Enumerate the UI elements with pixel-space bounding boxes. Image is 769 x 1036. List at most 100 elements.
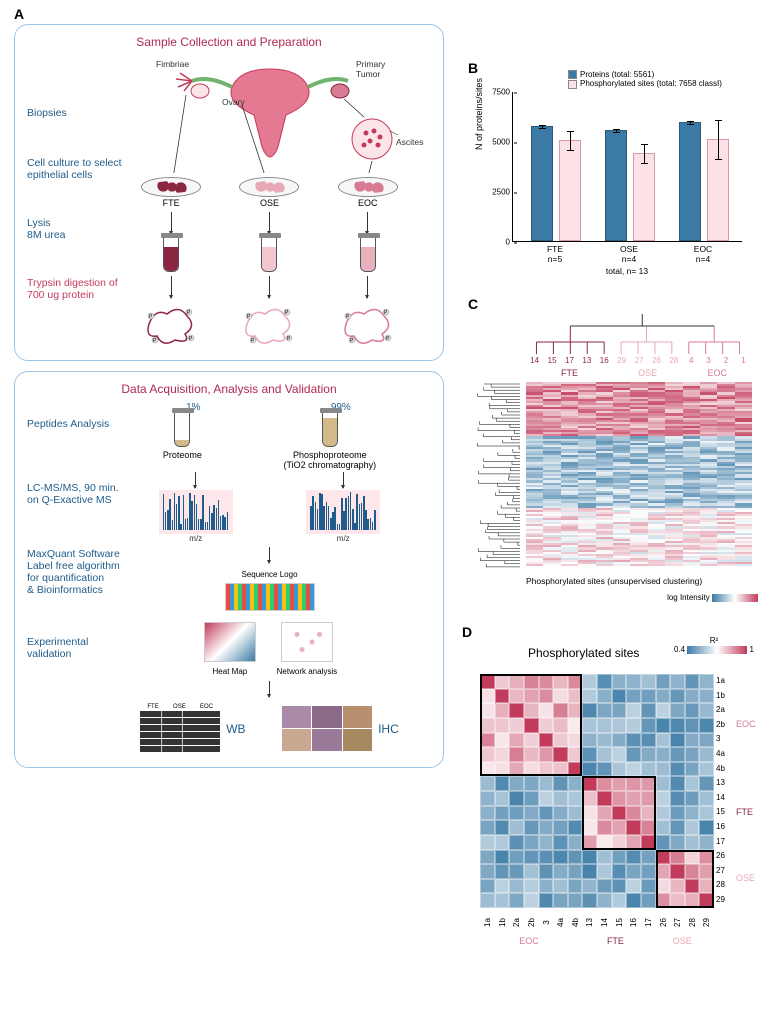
dendrogram-left	[472, 382, 522, 572]
legend-label: Proteins (total: 5561)	[580, 70, 654, 79]
tube-phospho	[322, 413, 338, 447]
label-ovary: Ovary	[222, 97, 245, 107]
heatmap-icon	[204, 622, 256, 662]
dish-label: EOC	[338, 198, 398, 208]
caption-c: Phosphorylated sites (unsupervised clust…	[526, 576, 702, 586]
blob-row: PPPPPPPPPPPP	[122, 302, 417, 346]
dish-label: OSE	[239, 198, 299, 208]
box1-title: Sample Collection and Preparation	[27, 35, 431, 49]
step-validation: Experimental validation	[27, 636, 122, 660]
box1-steps: Biopsies Cell culture to select epitheli…	[27, 55, 122, 346]
arrow-icon	[367, 276, 368, 298]
bar-proteins	[605, 130, 627, 241]
title-d: Phosphorylated sites	[528, 646, 639, 660]
bioinf-group: Sequence Logo Heat Map Network analysis	[122, 570, 417, 677]
protein-blob-icon: PPPP	[141, 302, 201, 346]
sample-labels-c: 1415171316292726284321	[526, 356, 752, 365]
seq-logo-label: Sequence Logo	[122, 570, 417, 579]
step-lysis: Lysis 8M urea	[27, 217, 122, 241]
petri-dish-icon	[338, 177, 398, 197]
panel-label-a: A	[14, 6, 24, 22]
tube-row	[122, 238, 417, 272]
chart-b-area: 0250050007500 FTEn=5 OSEn=4 EOCn=4	[512, 92, 742, 242]
bar-proteins	[679, 122, 701, 241]
group-labels-c: FTEOSEEOC	[526, 368, 752, 378]
dish-row: FTE OSE EOC	[122, 177, 417, 208]
step-maxquant: MaxQuant Software Label free algorithm f…	[27, 548, 122, 596]
total-label: total, n= 13	[512, 266, 742, 276]
box-sample-prep: Sample Collection and Preparation Biopsi…	[14, 24, 444, 361]
xlabel: FTEn=5	[525, 244, 585, 264]
step-trypsin: Trypsin digestion of 700 ug protein	[27, 277, 122, 301]
label-ascites: Ascites	[396, 137, 423, 147]
ylabel-b: N of proteins/sites	[474, 78, 484, 150]
label-primary-tumor: Primary Tumor	[356, 59, 406, 79]
network-label: Network analysis	[277, 667, 337, 676]
arrow-icon	[171, 212, 172, 234]
step-cellculture: Cell culture to select epithelial cells	[27, 157, 122, 181]
dish-label: FTE	[141, 198, 201, 208]
petri-dish-icon	[141, 177, 201, 197]
d-bottom-labels: 1a1b2a2b34a4b131415161726272829	[480, 910, 714, 919]
arrow-icon	[269, 212, 270, 234]
bar-phospho	[633, 153, 655, 241]
legend-label: Phosphorylated sites (total: 7658 classI…	[580, 79, 722, 88]
arrow-icon	[343, 472, 344, 488]
mz-label: m/z	[306, 534, 380, 543]
phospho-label: Phosphoproteome (TiO2 chromatography)	[283, 450, 376, 470]
r2-min: 0.4	[674, 645, 685, 654]
tube-icon	[163, 238, 179, 272]
bar-phospho	[559, 140, 581, 241]
arrow-icon	[171, 276, 172, 298]
gradient-icon	[712, 594, 758, 602]
msplot	[306, 490, 380, 534]
mz-label: m/z	[159, 534, 233, 543]
arrow-icon	[269, 276, 270, 298]
box-data-acq: Data Acquisition, Analysis and Validatio…	[14, 371, 444, 768]
step-peptides: Peptides Analysis	[27, 418, 122, 430]
legend-b: Proteins (total: 5561) Phosphorylated si…	[568, 70, 722, 89]
uterus-diagram: Fimbriae Ovary Primary Tumor Ascites	[122, 55, 417, 173]
colorbar-c: log Intensity	[667, 593, 758, 602]
panel-d: Phosphorylated sites R² 0.4 1 1a1b2a2b34…	[458, 636, 758, 996]
sequence-logo-icon	[225, 583, 315, 611]
heatmap-c	[526, 382, 752, 572]
xlabel: OSEn=4	[599, 244, 659, 264]
panel-c: 1415171316292726284321 FTEOSEEOC Phospho…	[468, 310, 758, 600]
network-icon	[281, 622, 333, 662]
gradient-icon	[687, 646, 747, 654]
panel-a: Sample Collection and Preparation Biopsi…	[14, 24, 444, 778]
arrow-icon	[269, 547, 270, 563]
protein-blob-icon: PPPP	[338, 302, 398, 346]
bar-phospho	[707, 139, 729, 241]
msplot-row: m/z m/z	[122, 490, 417, 543]
petri-dish-icon	[239, 177, 299, 197]
tube-proteome	[174, 413, 190, 447]
arrow-icon	[367, 212, 368, 234]
ihc-label: IHC	[378, 722, 399, 736]
legend-swatch	[568, 80, 577, 89]
wb-label: WB	[226, 722, 245, 736]
r2-label: R²	[674, 636, 754, 645]
step-biopsies: Biopsies	[27, 107, 122, 119]
proteome-label: Proteome	[163, 450, 202, 460]
label-fimbriae: Fimbriae	[156, 59, 189, 69]
arrow-icon	[195, 472, 196, 488]
d-right-labels: 1a1b2a2b34a4b131415161726272829	[716, 674, 725, 908]
colorbar-label: log Intensity	[667, 593, 710, 602]
ihc-image	[282, 706, 372, 751]
panel-b-chart: Proteins (total: 5561) Phosphorylated si…	[468, 70, 748, 280]
wb-image: FTEOSEEOC	[140, 704, 220, 753]
tube-icon	[360, 238, 376, 272]
validation-row: FTEOSEEOC WB IHC	[122, 704, 417, 753]
step-lcms: LC-MS/MS, 90 min. on Q-Exactive MS	[27, 482, 122, 506]
legend-swatch	[568, 70, 577, 79]
msplot	[159, 490, 233, 534]
box2-steps: Peptides Analysis LC-MS/MS, 90 min. on Q…	[27, 402, 122, 753]
xlabel: EOCn=4	[673, 244, 733, 264]
box2-title: Data Acquisition, Analysis and Validatio…	[27, 382, 431, 396]
tube-icon	[261, 238, 277, 272]
dendrogram-top	[528, 310, 748, 354]
r2-max: 1	[750, 645, 754, 654]
bar-proteins	[531, 126, 553, 241]
